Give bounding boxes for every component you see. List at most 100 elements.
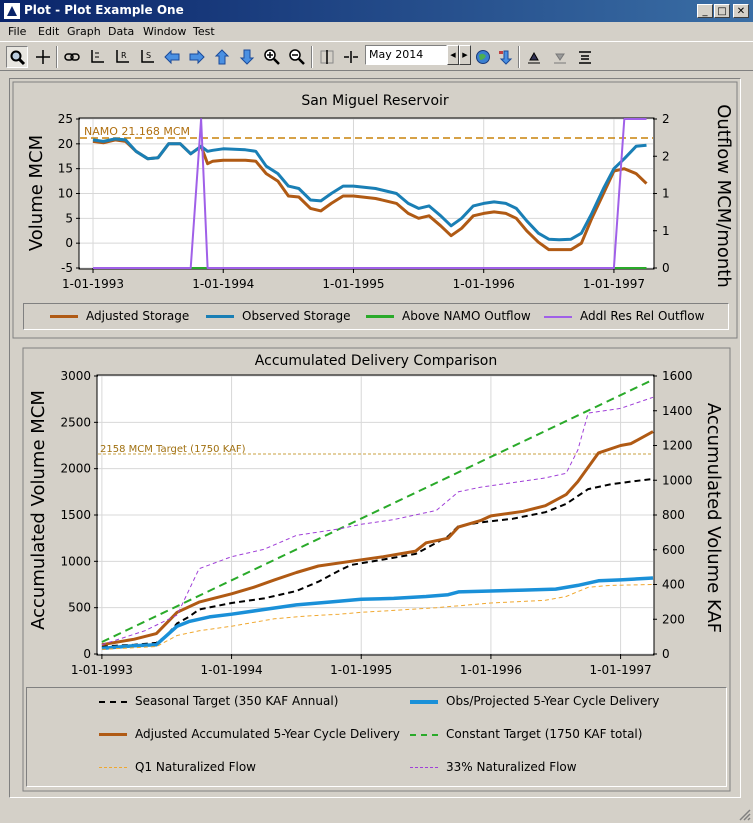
arrow-right-icon[interactable] [186,46,208,68]
link-icon[interactable] [61,46,83,68]
legend-label: Adjusted Accumulated 5-Year Cycle Delive… [135,727,400,741]
stack-up-icon[interactable] [523,46,545,68]
split-horizontal-icon[interactable] [340,46,362,68]
y2-tick-label: 1000 [662,473,693,487]
x-tick-label: 1-01-1997 [583,277,645,291]
crosshair-icon[interactable] [32,46,54,68]
toolbar-separator [311,46,313,68]
y-tick-label: 1500 [60,508,91,522]
legend-swatch [99,700,127,703]
top-y-ticks: 25 20 15 10 5 0 -5 [58,112,80,275]
top-legend: Adjusted Storage Observed Storage Above … [23,303,729,330]
top-chart-title: San Miguel Reservoir [301,93,449,109]
x-tick-label: 1-01-1993 [62,277,124,291]
legend-label: Q1 Naturalized Flow [135,760,256,774]
plot-area [9,78,741,798]
zoom-icon[interactable] [6,46,28,68]
series-line [101,430,654,647]
menu-edit[interactable]: Edit [38,25,60,38]
series-line [93,118,647,269]
y2-tick-label: 1200 [662,439,693,453]
y2-tick-label: 1 [662,224,670,238]
x-tick-label: 1-01-1996 [460,663,522,677]
bottom-y-axis-label: Accumulated Volume MCM [28,390,49,630]
menu-test[interactable]: Test [193,25,215,38]
bottom-series [101,378,654,651]
legend-swatch [410,733,438,736]
top-y2-ticks: 2 2 1 1 0 [653,112,670,275]
legend-item: Q1 Naturalized Flow [99,760,256,774]
legend-label: Observed Storage [242,309,351,323]
target-label: 2158 MCM Target (1750 KAF) [100,444,246,455]
legend-item: Above NAMO Outflow [366,309,531,323]
y2-tick-label: 600 [662,543,685,557]
arrow-left-icon[interactable] [161,46,183,68]
top-panel-frame [12,81,738,339]
arrow-down-icon[interactable] [236,46,258,68]
y2-tick-label: 800 [662,508,685,522]
date-field[interactable]: May 2014 [365,45,447,65]
series-line [101,576,654,651]
resize-grip-icon[interactable] [739,809,751,821]
menu-data[interactable]: Data [108,25,135,38]
bottom-chart-title: Accumulated Delivery Comparison [255,353,497,369]
app-icon [4,3,20,19]
axis-r-icon[interactable]: R [111,46,133,68]
globe-icon[interactable] [472,46,494,68]
x-tick-label: 1-01-1995 [322,277,384,291]
legend-label: 33% Naturalized Flow [446,760,577,774]
legend-item: Observed Storage [206,309,351,323]
maximize-button[interactable]: □ [714,4,730,18]
zoom-out-icon[interactable] [286,46,308,68]
legend-label: Constant Target (1750 KAF total) [446,727,643,741]
minimize-button[interactable]: _ [697,4,713,18]
series-line [92,137,647,242]
import-icon[interactable] [495,46,517,68]
legend-label: Obs/Projected 5-Year Cycle Delivery [446,694,660,708]
y2-tick-label: 200 [662,612,685,626]
legend-swatch [99,733,127,736]
y-tick-label: 15 [58,162,73,176]
top-x-ticks: 1-01-1993 1-01-1994 1-01-1995 1-01-1996 1-01… [62,268,645,291]
arrow-up-icon[interactable] [211,46,233,68]
y-tick-label: 0 [83,647,91,661]
stack-down-icon[interactable] [549,46,571,68]
y-tick-label: 0 [65,236,73,250]
toolbar-separator [518,46,520,68]
date-next-button[interactable]: ▶ [459,45,471,65]
y-tick-label: 2500 [60,415,91,429]
legend-label: Seasonal Target (350 KAF Annual) [135,694,339,708]
y2-tick-label: 2 [662,149,670,163]
legend-item: Seasonal Target (350 KAF Annual) [99,694,338,708]
series-line [101,378,654,643]
menu-file[interactable]: File [8,25,27,38]
menu-graph[interactable]: Graph [67,25,101,38]
status-bar [0,803,753,823]
toolbar-separator [56,46,58,68]
legend-label: Addl Res Rel Outflow [580,309,705,323]
y-tick-label: 1000 [60,554,91,568]
stack-menu-icon[interactable] [574,46,596,68]
close-button[interactable]: ✕ [733,4,749,18]
legend-item: Addl Res Rel Outflow [544,309,704,323]
toolbar: R S [0,41,753,71]
legend-swatch [206,315,234,318]
zoom-in-icon[interactable] [261,46,283,68]
axis-s-icon[interactable]: S [136,46,158,68]
split-vertical-icon[interactable] [316,46,338,68]
date-prev-button[interactable]: ◀ [447,45,459,65]
y-tick-label: 25 [58,112,73,126]
axis-icon[interactable] [86,46,108,68]
menu-window[interactable]: Window [143,25,187,38]
y-tick-label: 10 [58,187,73,201]
svg-text:R: R [121,51,127,60]
bottom-legend: Seasonal Target (350 KAF Annual) Obs/Pro… [26,687,727,787]
x-tick-label: 1-01-1994 [192,277,254,291]
y-tick-label: 5 [65,211,73,225]
legend-swatch [410,767,438,768]
y2-tick-label: 400 [662,578,685,592]
legend-swatch [50,315,78,318]
top-series [92,118,648,269]
legend-item: 33% Naturalized Flow [410,760,577,774]
